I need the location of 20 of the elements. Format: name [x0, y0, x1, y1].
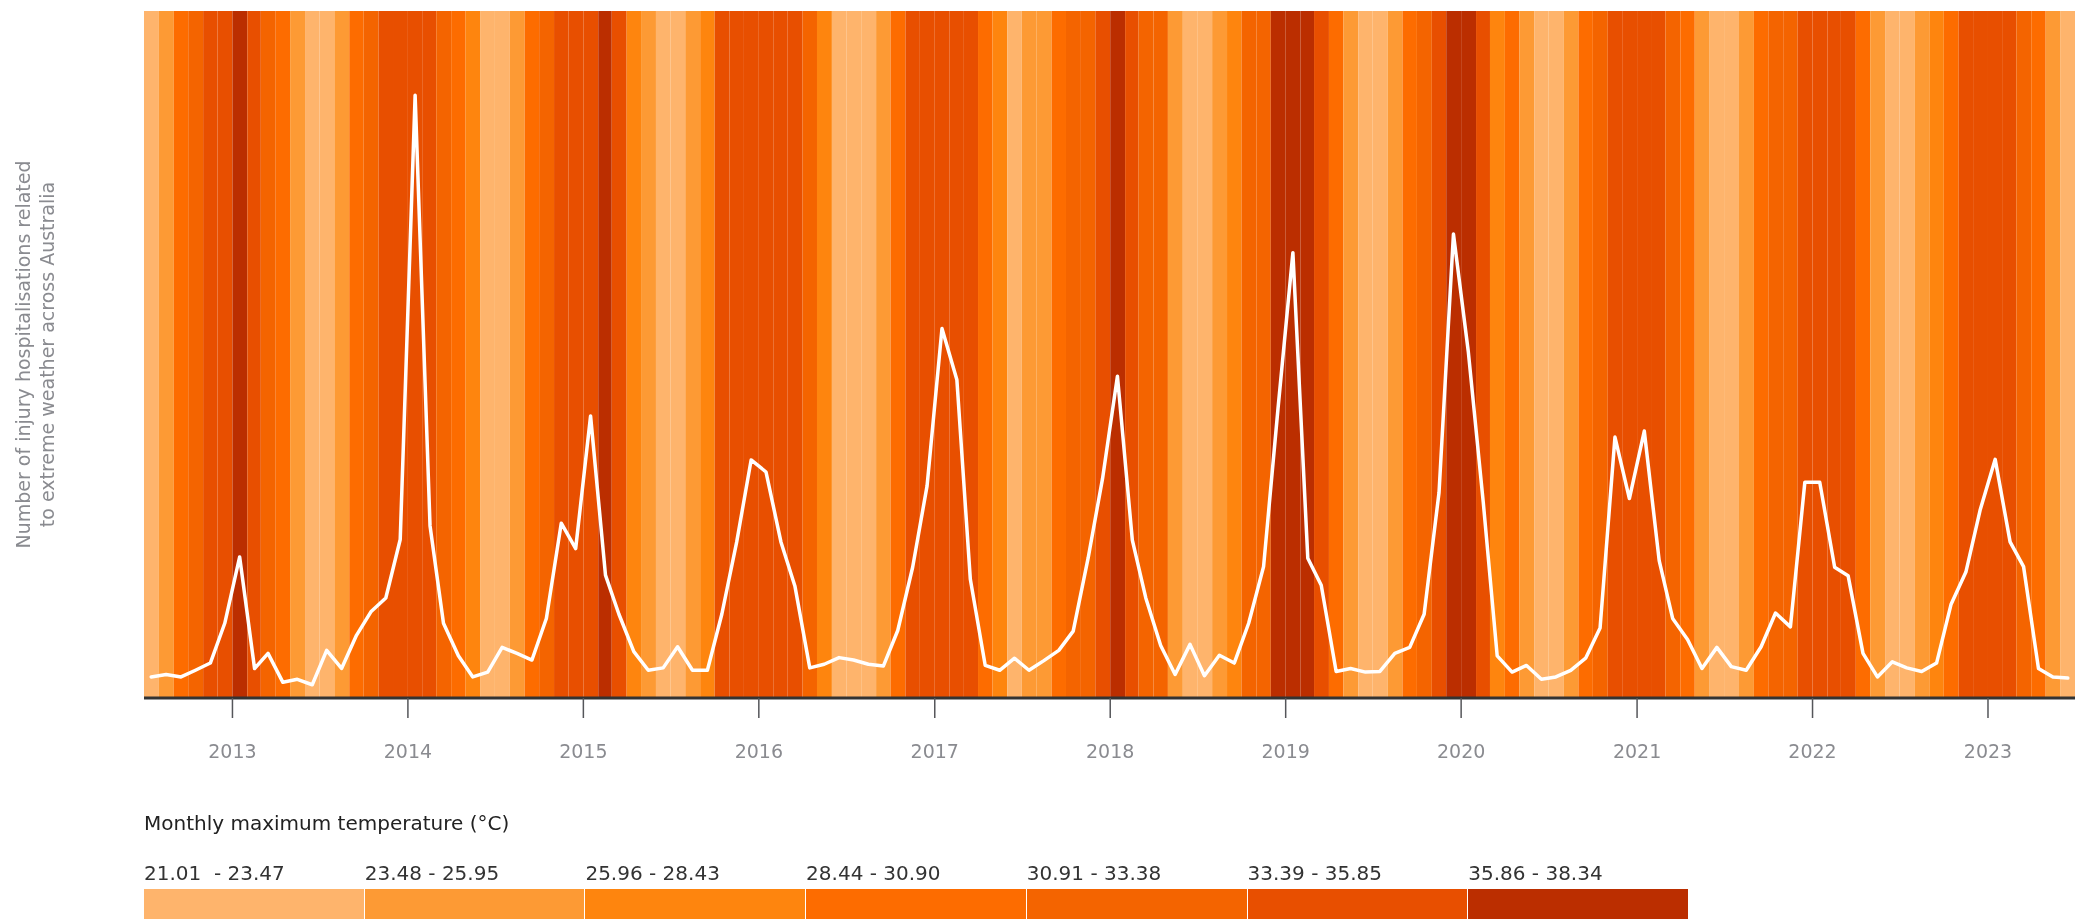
x-tick-label: 2023 [1963, 740, 2013, 762]
x-tick-label: 2016 [734, 740, 783, 762]
text: 30.91 - 33.38 [1026, 861, 1163, 887]
text: 35.86 - 38.34 [1468, 861, 1604, 887]
text: Monthly maximum temperature (°C) [144, 811, 511, 835]
text: 21.01 - 23.47 [144, 861, 286, 887]
text: 23.48 - 25.95 [364, 861, 501, 887]
text: 25.96 - 28.43 [585, 861, 721, 887]
text: 28.44 - 30.90 [806, 861, 942, 887]
x-tick-label: 2021 [1612, 740, 1662, 762]
x-tick-label: 2020 [1436, 740, 1486, 762]
x-tick-label: 2017 [910, 740, 959, 762]
text: 33.39 - 35.85 [1247, 861, 1383, 887]
x-tick-label: 2019 [1261, 740, 1310, 762]
y-axis-title: Number of injury hospitalisations related to extreme weather across Australia [12, 160, 58, 549]
x-tick-label: 2013 [208, 740, 257, 762]
x-tick-label: 2018 [1086, 740, 1135, 762]
x-tick-label: 2022 [1788, 740, 1837, 762]
x-tick-label: 2014 [383, 740, 433, 762]
x-tick-label: 2015 [559, 740, 608, 762]
